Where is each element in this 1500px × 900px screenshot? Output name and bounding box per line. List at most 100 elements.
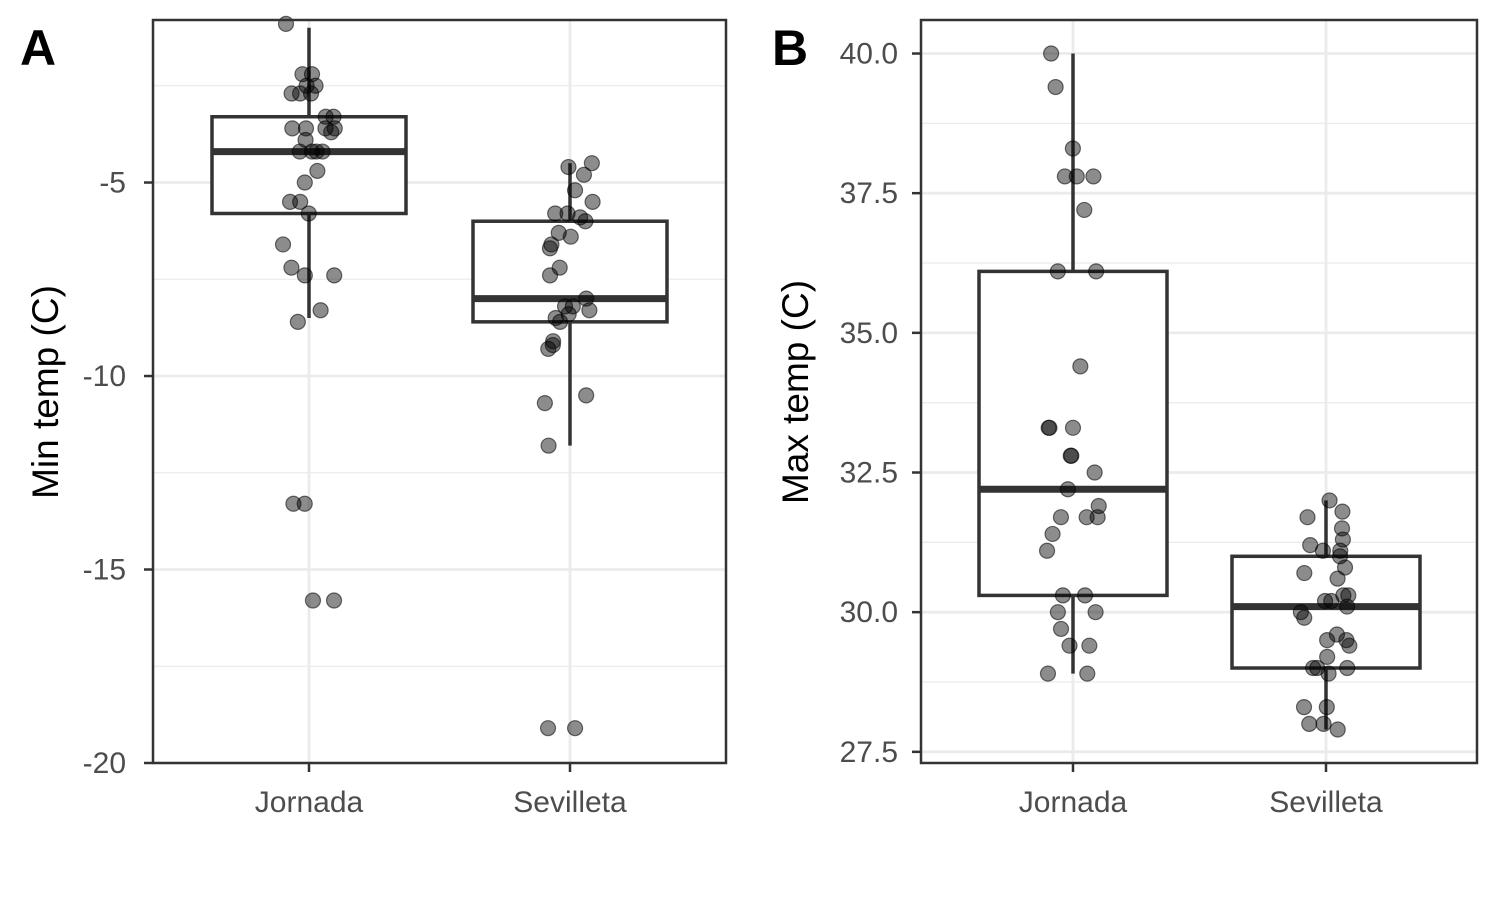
data-point-sevilleta [584,193,601,210]
data-point-jornada [1052,620,1070,638]
data-point-sevilleta [1299,509,1316,526]
data-point-sevilleta [1319,648,1336,665]
panel-border [919,18,1479,765]
data-point-jornada [303,143,321,160]
data-point-sevilleta [556,298,574,315]
data-point-jornada [277,15,295,32]
data-point-jornada [296,495,313,512]
data-point-jornada [1061,637,1078,654]
data-point-sevilleta [1305,659,1322,677]
data-point-sevilleta [562,228,579,245]
data-point-jornada [284,120,301,137]
y-tick-label: 37.5 [840,177,898,210]
data-point-sevilleta [1295,699,1313,716]
x-tick-label-jornada: Jornada [1019,786,1128,819]
data-point-jornada [1089,509,1106,526]
data-point-sevilleta [1316,592,1334,610]
data-point-sevilleta [1332,542,1349,559]
data-point-sevilleta [547,205,564,222]
data-point-jornada [285,495,302,512]
data-point-jornada [307,77,324,94]
data-point-sevilleta [581,302,598,319]
data-point-sevilleta [536,395,553,412]
data-point-sevilleta [540,340,557,358]
data-point-jornada [296,174,313,191]
data-point-sevilleta [1329,570,1346,587]
data-point-jornada [283,85,300,102]
data-point-sevilleta [560,158,577,176]
y-tick-label: -20 [83,747,126,780]
data-point-sevilleta [1336,559,1354,576]
data-point-jornada [317,108,334,125]
x-tick-label-jornada: Jornada [255,786,364,819]
data-point-jornada [1059,481,1076,498]
data-point-jornada [283,259,300,276]
data-point-jornada [1087,604,1104,621]
data-point-sevilleta [544,333,562,350]
data-point-jornada [325,592,343,609]
data-point-jornada [1085,168,1102,185]
y-tick-label: 30.0 [840,596,898,629]
x-tick-label-sevilleta: Sevilleta [1269,786,1383,819]
data-point-sevilleta [1338,598,1356,615]
x-tick-label-sevilleta: Sevilleta [513,786,627,819]
data-point-jornada [312,302,329,319]
data-point-jornada [308,143,325,160]
data-point-jornada [1056,168,1073,185]
data-point-jornada [1076,201,1093,219]
data-point-sevilleta [1328,626,1346,643]
data-point-jornada [1072,358,1089,375]
data-point-sevilleta [1334,503,1351,520]
data-point-jornada [1039,665,1057,682]
data-point-jornada [1047,78,1064,96]
data-point-jornada [291,143,308,160]
y-tick-label: 35.0 [840,317,898,350]
data-point-jornada [1081,637,1098,654]
y-tick-label: 32.5 [840,457,898,490]
data-point-sevilleta [566,182,584,199]
data-point-sevilleta [1341,637,1358,654]
y-tick-label: -15 [83,554,126,587]
y-tick-label: -5 [99,167,126,200]
data-point-jornada [1086,464,1103,481]
data-point-sevilleta [566,720,584,737]
data-point-sevilleta [1321,492,1338,509]
data-point-sevilleta [1296,609,1313,626]
data-point-sevilleta [1314,542,1332,559]
box-sevilleta [471,219,669,324]
data-point-jornada [296,267,313,284]
data-point-sevilleta [1319,631,1336,649]
box-jornada [977,269,1169,598]
data-point-sevilleta [577,213,594,230]
data-point-jornada [274,236,292,253]
y-tick-label: 27.5 [840,736,898,769]
data-point-jornada [304,592,322,609]
data-point-jornada [1063,447,1080,464]
data-point-jornada [300,205,317,222]
y-axis-title: Max temp (C) [775,280,816,504]
y-axis-title: Min temp (C) [25,285,66,499]
data-point-jornada [326,267,343,284]
data-point-sevilleta [1296,564,1313,582]
data-point-sevilleta [540,437,557,454]
data-point-jornada [289,313,306,330]
data-point-sevilleta [1329,721,1346,738]
panel-label: B [772,20,808,76]
data-point-jornada [309,162,326,180]
data-point-sevilleta [1315,715,1332,732]
data-point-jornada [1078,509,1095,526]
data-point-sevilleta [539,720,557,737]
y-tick-label: 40.0 [840,38,898,71]
data-point-jornada [1044,525,1061,543]
panel-border [151,18,728,765]
data-point-jornada [1038,542,1056,559]
panel-label: A [20,20,56,76]
data-point-jornada [302,85,320,102]
data-point-jornada [1049,604,1066,621]
data-point-jornada [1064,419,1082,436]
data-point-sevilleta [1339,659,1356,677]
data-point-sevilleta [578,387,595,404]
data-point-jornada [1043,45,1060,62]
data-point-sevilleta [541,267,559,284]
